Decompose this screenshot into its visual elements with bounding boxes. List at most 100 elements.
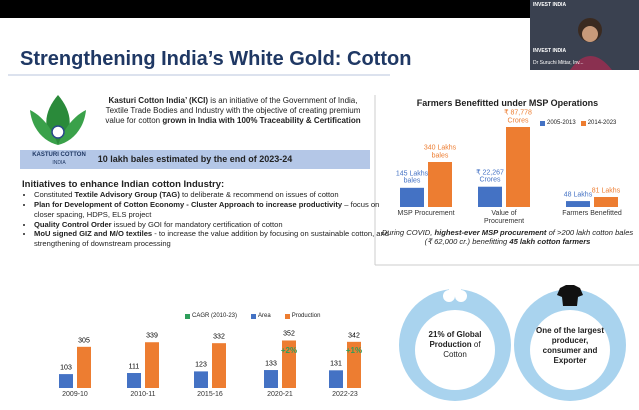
x-tick-label: 2015-16 <box>197 391 223 398</box>
thumb-logo: INVEST INDIA <box>533 2 567 8</box>
value-label: ₹ 22,267 Crores <box>476 169 504 185</box>
x-tick-label: 2009-10 <box>62 391 88 398</box>
value-label: 111 <box>128 363 140 371</box>
bullet: Plan for Development of Cotton Economy -… <box>34 200 394 220</box>
x-tick-label: 2010-11 <box>130 391 156 398</box>
presenter-body <box>570 56 612 70</box>
value-label: 305 <box>78 337 90 345</box>
banner: 10 lakh bales estimated by the end of 20… <box>97 154 293 164</box>
legend-label: CAGR (2010-23) <box>192 313 238 319</box>
text-run: 45 lakh cotton farmers <box>509 237 591 247</box>
bar <box>282 340 296 388</box>
text-run: Constituted <box>34 190 75 199</box>
text-run: MoU signed GIZ and M/O textiles <box>34 229 153 239</box>
legend-item: Production <box>284 313 321 321</box>
initiatives-list: Constituted Textile Advisory Group (TAG)… <box>10 190 394 249</box>
stat-text: One of the largest producer, consumer an… <box>535 326 605 366</box>
text-run: of >200 lakh cotton bales (₹ 62,000 cr.)… <box>424 228 634 247</box>
legend-item: 2005-2013 <box>540 120 576 128</box>
legend-label: 2014-2023 <box>587 120 617 126</box>
value-label: 81 Lakhs <box>591 187 621 195</box>
text-run: to deliberate & recommend on issues of c… <box>179 190 339 199</box>
x-tick-label: Farmers Benefitted <box>562 210 622 217</box>
bar <box>329 370 343 388</box>
text-run: is an initiative of the Government of In… <box>105 96 361 125</box>
bar <box>194 371 208 388</box>
logo <box>30 95 86 145</box>
text-run: One of the largest producer, consumer an… <box>535 326 604 365</box>
presenter-face <box>582 26 598 42</box>
bar <box>127 373 141 388</box>
legend: 2005-2013 2014-2023 <box>540 120 616 128</box>
text-run: - to increase the value addition by focu… <box>34 229 389 249</box>
bar <box>566 201 590 207</box>
legend-swatch <box>185 314 190 320</box>
shirt-icon <box>557 285 583 306</box>
text-run: of Cotton <box>443 340 481 359</box>
value-label: 145 Lakhs bales <box>395 170 429 186</box>
thumb-logo: INVEST INDIA <box>533 48 567 54</box>
value-label: +2% <box>280 346 298 356</box>
x-tick-label: MSP Procurement <box>397 210 455 217</box>
bar <box>77 346 91 388</box>
stat-circle-inner <box>415 310 495 390</box>
bar <box>145 342 159 388</box>
legend-label: Production <box>291 313 321 319</box>
value-label: 133 <box>265 360 277 368</box>
legend-label: Area <box>258 313 271 319</box>
bullet: Quality Control Order issued by GOI for … <box>34 220 394 230</box>
logo-name: KASTURI COTTON <box>32 152 86 158</box>
x-tick-label: Value of Procurement <box>483 210 525 225</box>
legend-swatch <box>251 314 257 320</box>
legend-swatch <box>284 314 290 320</box>
legend-swatch <box>580 121 586 127</box>
bar <box>506 127 530 207</box>
text-run: highest-ever MSP procurement <box>434 228 547 237</box>
presenter-name: Dr Suruchi Mittar, Inv... <box>533 60 584 66</box>
text-run: grown in India with 100% Traceability & … <box>162 116 361 125</box>
text-run: During COVID, <box>381 228 435 237</box>
value-label: 123 <box>195 361 207 369</box>
msp-note: During COVID, highest-ever MSP procureme… <box>380 228 635 247</box>
bar <box>59 374 73 388</box>
bar <box>428 162 452 207</box>
text-run: issued by GOI for mandatory certificatio… <box>111 219 283 229</box>
banner-bg <box>20 150 370 169</box>
legend-item: Area <box>251 313 271 321</box>
value-label: 340 Lakhs bales <box>423 144 457 160</box>
bar <box>594 197 618 207</box>
legend-swatch <box>540 121 545 127</box>
bullet: MoU signed GIZ and M/O textiles - to inc… <box>34 229 394 249</box>
bar <box>264 370 278 388</box>
value-label: 131 <box>330 360 342 368</box>
text-run: Kasturi Cotton India’ (KCI) <box>108 96 209 105</box>
x-tick-label: 2020-21 <box>267 391 293 398</box>
text-run: Textile Advisory Group (TAG) <box>74 190 180 199</box>
bar <box>478 186 502 207</box>
cotton-icon <box>443 284 467 302</box>
logo-country: INDIA <box>52 160 66 166</box>
bar <box>347 341 361 388</box>
x-tick-label: 2022-23 <box>332 391 358 398</box>
intro: Kasturi Cotton India’ (KCI) is an initia… <box>98 96 368 126</box>
text-run: – focus on closer spacing, HDPS, ELS pro… <box>34 199 380 219</box>
msp-title: Farmers Benefitted under MSP Operations <box>416 98 599 108</box>
value-label: 352 <box>283 330 295 338</box>
bar <box>400 187 424 207</box>
value-label: 48 Lakhs <box>563 191 593 199</box>
value-label: ₹ 87,778 Crores <box>504 109 532 125</box>
text-run: 21% of Global Production <box>428 330 482 349</box>
initiatives-heading: Initiatives to enhance Indian cotton Ind… <box>22 179 225 190</box>
stat-circle-inner <box>530 310 610 390</box>
top-bar <box>0 0 639 18</box>
value-label: 332 <box>213 333 225 341</box>
value-label: 342 <box>348 332 360 340</box>
value-label: 339 <box>146 332 158 340</box>
value-label: 103 <box>60 364 72 372</box>
value-label: +1% <box>345 346 363 356</box>
legend: CAGR (2010-23) Area Production <box>185 313 320 321</box>
text-run: Quality Control Order <box>34 219 112 229</box>
slide-title: Strengthening India’s White Gold: Cotton <box>20 48 412 70</box>
